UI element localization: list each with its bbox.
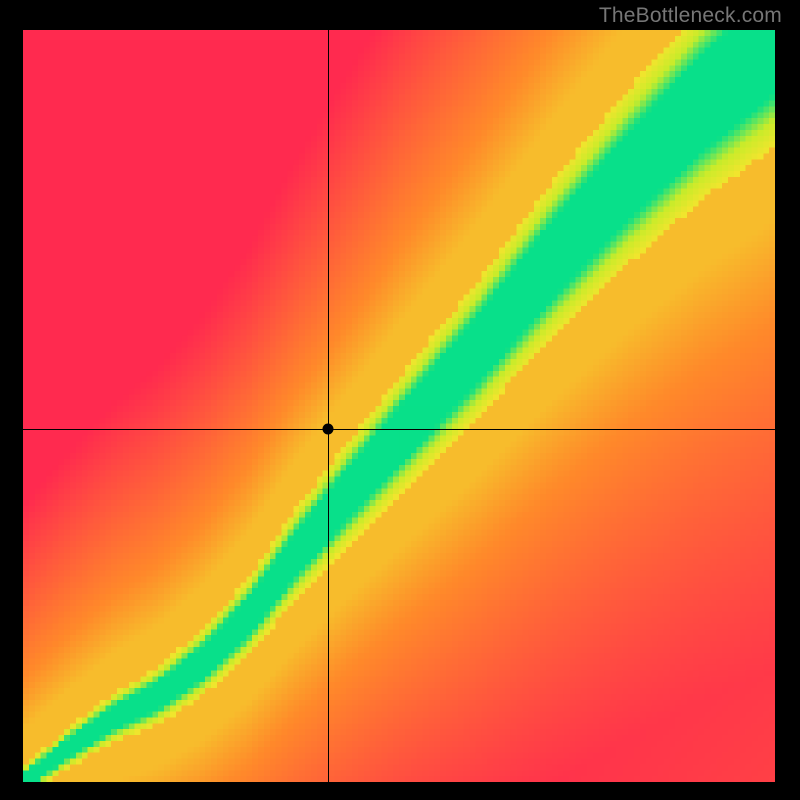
chart-container: TheBottleneck.com	[0, 0, 800, 800]
crosshair-vertical	[328, 30, 329, 782]
heatmap-canvas	[23, 30, 775, 782]
crosshair-horizontal	[23, 429, 775, 430]
data-point-marker	[322, 423, 333, 434]
plot-area	[23, 30, 775, 782]
watermark-text: TheBottleneck.com	[599, 4, 782, 28]
